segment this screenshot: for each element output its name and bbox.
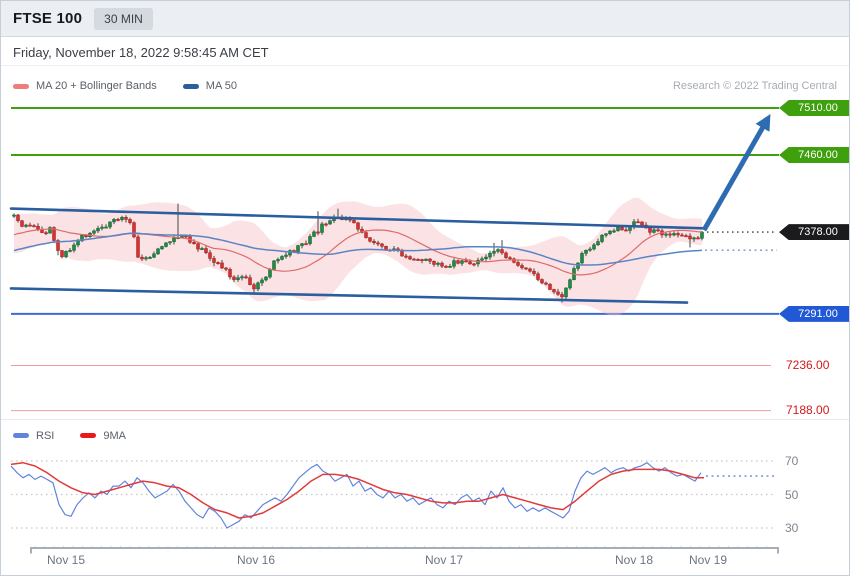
main-chart-svg	[9, 107, 779, 412]
rsi-series-RSI	[10, 462, 702, 529]
rsi-series-9MA	[10, 461, 704, 519]
header: FTSE 100 30 MIN	[1, 1, 849, 37]
legend-item-ma20-bb: MA 20 + Bollinger Bands	[13, 80, 157, 92]
x-axis-svg	[30, 546, 779, 554]
main-legend: MA 20 + Bollinger Bands MA 50 Research ©…	[1, 66, 849, 96]
lower-channel	[9, 287, 689, 304]
legend-label: 9MA	[103, 429, 126, 442]
date-line: Friday, November 18, 2022 9:58:45 AM CET	[1, 37, 849, 66]
legend-item-9ma: 9MA	[80, 430, 126, 442]
legend-label: RSI	[36, 429, 55, 442]
copyright-text: Research © 2022 Trading Central	[672, 80, 837, 92]
legend-label: MA 20 + Bollinger Bands	[36, 80, 157, 92]
upper-channel	[9, 207, 706, 230]
rsi-ma-swatch	[80, 433, 97, 438]
legend-item-rsi: RSI	[13, 430, 54, 442]
ma20-bb-swatch	[13, 83, 29, 89]
bollinger-cloud	[14, 197, 702, 316]
time-axis-line	[30, 547, 779, 554]
legend-label: MA 50	[205, 80, 237, 92]
rsi-panel: 70 50 30	[1, 445, 849, 546]
rsi-legend: RSI 9MA	[1, 419, 849, 445]
x-axis: Nov 15 Nov 16 Nov 17 Nov 18 Nov 19	[1, 546, 849, 575]
page-title: FTSE 100	[13, 10, 83, 27]
ma50-swatch	[182, 83, 199, 89]
timeframe-tab[interactable]: 30 MIN	[94, 7, 153, 30]
legend-item-ma50: MA 50	[182, 80, 237, 92]
rsi-svg	[10, 460, 776, 529]
ma50-line	[13, 232, 703, 266]
projection-arrow	[701, 113, 771, 232]
main-chart-panel: 7510.00 7460.00 7378.00 7291.00 7236.00 7188.…	[1, 96, 849, 419]
rsi-swatch	[13, 433, 29, 438]
